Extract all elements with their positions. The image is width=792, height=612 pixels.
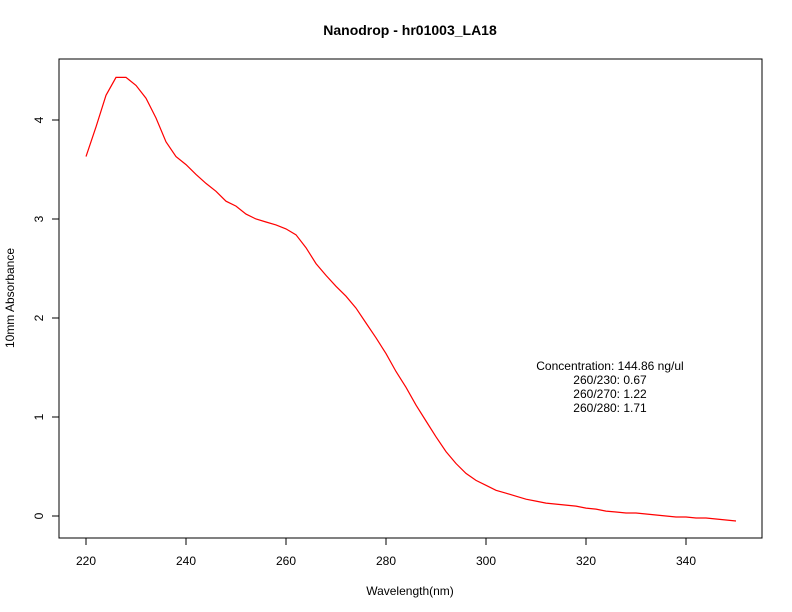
y-tick-label: 3 bbox=[32, 215, 46, 222]
x-tick-label: 320 bbox=[576, 554, 596, 568]
x-tick-label: 300 bbox=[476, 554, 496, 568]
y-tick-label: 2 bbox=[32, 314, 46, 321]
x-tick-label: 340 bbox=[676, 554, 696, 568]
y-axis-label: 10mm Absorbance bbox=[3, 248, 17, 348]
x-tick-label: 240 bbox=[176, 554, 196, 568]
y-tick-label: 4 bbox=[32, 116, 46, 123]
x-axis: 220 240 260 280 300 320 340 bbox=[76, 537, 696, 568]
series-line-absorbance bbox=[85, 76, 737, 522]
x-tick-label: 220 bbox=[76, 554, 96, 568]
x-axis-label: Wavelength(nm) bbox=[366, 584, 454, 598]
plot-box bbox=[58, 58, 763, 539]
annotation-260-280: 260/280: 1.71 bbox=[573, 401, 647, 415]
annotation-260-230: 260/230: 0.67 bbox=[573, 373, 647, 387]
x-tick-label: 260 bbox=[276, 554, 296, 568]
chart-title: Nanodrop - hr01003_LA18 bbox=[323, 22, 497, 38]
annotation-260-270: 260/270: 1.22 bbox=[573, 387, 647, 401]
y-tick-label: 0 bbox=[32, 512, 46, 519]
y-tick-label: 1 bbox=[32, 413, 46, 420]
annotation-block: Concentration: 144.86 ng/ul 260/230: 0.6… bbox=[536, 359, 683, 415]
y-axis: 0 1 2 3 4 bbox=[32, 116, 60, 519]
x-tick-label: 280 bbox=[376, 554, 396, 568]
annotation-concentration: Concentration: 144.86 ng/ul bbox=[536, 359, 683, 373]
